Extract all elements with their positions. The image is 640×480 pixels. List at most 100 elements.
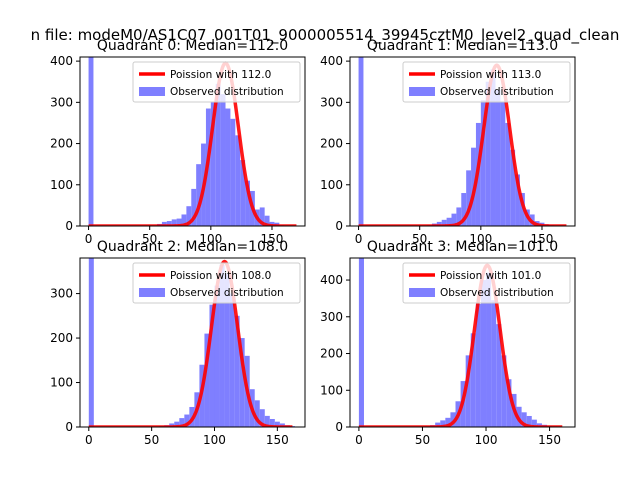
x-tick-label: 100 xyxy=(475,433,498,447)
legend-observed-label: Observed distribution xyxy=(170,287,284,299)
y-tick-label: 100 xyxy=(50,376,73,390)
y-tick-label: 200 xyxy=(320,137,343,151)
histogram-bar xyxy=(451,213,457,226)
axes-frame xyxy=(79,257,306,428)
histogram-bar xyxy=(191,188,197,226)
histogram-bar xyxy=(461,193,467,226)
histogram-bar xyxy=(435,422,441,427)
x-tick-label: 50 xyxy=(415,433,430,447)
y-tick-label: 400 xyxy=(50,54,73,68)
histogram-bar xyxy=(229,293,235,427)
x-tick-label: 100 xyxy=(469,232,492,246)
legend: Poission with 101.0 Observed distribution xyxy=(402,262,571,304)
y-tick-label: 300 xyxy=(320,95,343,109)
histogram-bar xyxy=(475,303,481,427)
legend: Poission with 112.0 Observed distribution xyxy=(132,61,301,103)
legend-frame xyxy=(402,262,571,304)
subplot-quadrant-2: 0 50 100 150 0 100 200 300 Quadrant 2: Median=10… xyxy=(50,239,306,447)
axes-frame xyxy=(79,56,306,227)
histogram-bar xyxy=(521,412,527,427)
histogram-bar xyxy=(224,273,230,427)
histogram-bar xyxy=(186,206,192,226)
x-tick-label: 100 xyxy=(199,232,222,246)
x-tick-label: 50 xyxy=(412,232,427,246)
histogram-bar xyxy=(536,423,542,427)
histogram-bar xyxy=(179,418,185,427)
poisson-curve-line xyxy=(87,259,294,427)
histogram-bar xyxy=(259,207,265,226)
subplot-title: Quadrant 1: Median=113.0 xyxy=(367,38,558,54)
histogram-bar xyxy=(446,217,452,226)
zero-bin-bar xyxy=(358,57,364,226)
y-tick-label: 0 xyxy=(65,219,73,233)
legend-poisson-label: Poission with 112.0 xyxy=(170,69,271,81)
plot-area xyxy=(87,57,298,226)
histogram-bar xyxy=(441,219,447,226)
plot-area xyxy=(87,258,295,427)
legend-poisson-label: Poission with 113.0 xyxy=(440,69,541,81)
y-tick-label: 0 xyxy=(65,420,73,434)
subplot-quadrant-0: 0 50 100 150 0 100 200 300 400 Quadrant 0: Median… xyxy=(50,38,306,246)
histogram-bar xyxy=(240,160,246,226)
histogram-bar xyxy=(230,118,236,226)
legend-observed-label: Observed distribution xyxy=(170,86,284,98)
y-tick-label: 300 xyxy=(320,310,343,324)
legend-observed-label: Observed distribution xyxy=(440,86,554,98)
histogram-bar xyxy=(436,221,442,226)
subplot-title: Quadrant 3: Median=101.0 xyxy=(367,239,558,255)
histogram-bar xyxy=(480,100,486,226)
histogram-bar xyxy=(506,379,512,427)
histogram-bar xyxy=(234,315,240,427)
histogram-bar xyxy=(450,412,456,427)
histogram-bar xyxy=(181,214,187,226)
y-tick-label: 100 xyxy=(320,383,343,397)
y-tick-label: 0 xyxy=(335,420,343,434)
y-tick-label: 300 xyxy=(50,287,73,301)
histogram-bar xyxy=(215,83,221,226)
histogram-bar xyxy=(171,219,177,226)
legend-frame xyxy=(132,262,301,304)
legend-frame xyxy=(132,61,301,103)
histogram-bar xyxy=(264,215,270,226)
histogram-bar xyxy=(490,69,496,226)
legend: Poission with 113.0 Observed distribution xyxy=(402,61,571,103)
subplot-quadrant-3: 0 50 100 150 0 100 200 300 400 Quadrant 3: Median… xyxy=(320,239,576,447)
histogram-bar xyxy=(264,415,270,427)
x-tick-label: 100 xyxy=(203,433,226,447)
y-tick-label: 400 xyxy=(320,273,343,287)
histogram-bar xyxy=(214,285,220,427)
subplot-title: Quadrant 0: Median=112.0 xyxy=(97,38,288,54)
histogram-bar xyxy=(204,333,210,427)
histogram-bar xyxy=(259,409,265,427)
y-tick-label: 200 xyxy=(320,347,343,361)
histogram-bar xyxy=(485,81,491,226)
y-tick-label: 200 xyxy=(50,331,73,345)
legend-observed-swatch xyxy=(139,87,165,96)
histogram-bar xyxy=(269,221,275,226)
y-tick-label: 200 xyxy=(50,137,73,151)
y-tick-label: 300 xyxy=(50,95,73,109)
histogram-bar xyxy=(470,333,476,427)
histogram-bar xyxy=(225,108,231,226)
histogram-bar xyxy=(526,415,532,427)
zero-bin-bar xyxy=(88,57,94,226)
subplot-title: Quadrant 2: Median=108.0 xyxy=(97,239,288,255)
x-tick-label: 50 xyxy=(142,232,157,246)
histogram-bar xyxy=(209,304,215,427)
legend-observed-swatch xyxy=(139,288,165,297)
histogram-bar xyxy=(235,135,241,226)
histogram-bar xyxy=(176,218,182,226)
histogram-bar xyxy=(495,89,501,226)
y-tick-label: 100 xyxy=(50,178,73,192)
histogram-bar xyxy=(496,324,502,427)
histogram-bar xyxy=(196,164,202,226)
x-tick-label: 0 xyxy=(355,433,363,447)
legend-poisson-label: Poission with 101.0 xyxy=(440,270,541,282)
histogram-bar xyxy=(519,193,525,226)
y-tick-label: 0 xyxy=(335,219,343,233)
y-tick-label: 400 xyxy=(320,54,343,68)
histogram-bar xyxy=(480,280,487,427)
poisson-curve-line xyxy=(357,263,564,427)
histogram-bar xyxy=(161,221,167,226)
